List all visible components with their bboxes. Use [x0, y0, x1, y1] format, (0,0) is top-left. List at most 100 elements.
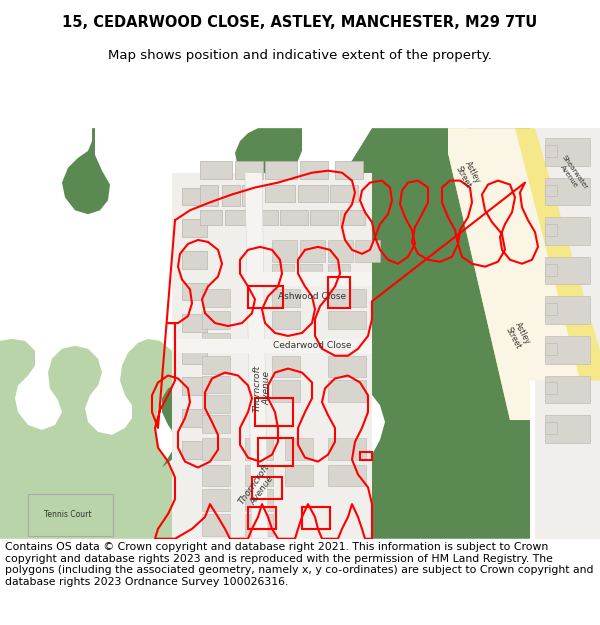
Bar: [235, 161, 263, 179]
Text: Tennis Court: Tennis Court: [44, 509, 92, 519]
Bar: [545, 376, 590, 403]
Bar: [298, 184, 328, 203]
Polygon shape: [245, 173, 268, 539]
Bar: [202, 415, 230, 433]
Bar: [328, 277, 350, 308]
Bar: [202, 289, 230, 308]
Text: Astley
Street: Astley Street: [504, 321, 532, 351]
Bar: [355, 240, 380, 262]
Bar: [328, 264, 350, 272]
Bar: [545, 422, 557, 434]
Bar: [245, 514, 273, 536]
Bar: [200, 161, 232, 179]
Bar: [202, 376, 230, 393]
Polygon shape: [245, 272, 372, 286]
Text: Thorncroft
Avenue: Thorncroft Avenue: [253, 365, 272, 412]
Bar: [182, 188, 207, 206]
Text: Ashwood Close: Ashwood Close: [278, 292, 346, 301]
Bar: [200, 184, 218, 206]
Bar: [202, 311, 230, 329]
Bar: [328, 356, 366, 377]
Text: Shearwater
Avenue: Shearwater Avenue: [555, 154, 589, 195]
Bar: [200, 210, 222, 225]
Polygon shape: [0, 128, 178, 539]
Bar: [300, 264, 322, 272]
Polygon shape: [172, 339, 372, 352]
Bar: [202, 489, 230, 511]
Polygon shape: [448, 128, 580, 420]
Bar: [182, 378, 207, 395]
Bar: [302, 507, 330, 529]
Bar: [300, 240, 325, 262]
Bar: [272, 381, 300, 402]
Bar: [272, 264, 294, 272]
Bar: [285, 438, 313, 459]
Polygon shape: [448, 128, 530, 420]
Bar: [328, 289, 366, 308]
Polygon shape: [172, 173, 372, 539]
Bar: [545, 336, 590, 364]
Text: Astley
Street: Astley Street: [454, 159, 482, 190]
Bar: [242, 184, 260, 206]
Bar: [202, 333, 230, 347]
Bar: [360, 452, 372, 459]
Bar: [182, 219, 207, 237]
Bar: [265, 184, 295, 203]
Bar: [545, 296, 590, 324]
Bar: [248, 286, 283, 308]
Bar: [272, 240, 297, 262]
Text: Cedarwood Close: Cedarwood Close: [273, 341, 351, 351]
Text: Contains OS data © Crown copyright and database right 2021. This information is : Contains OS data © Crown copyright and d…: [5, 542, 593, 587]
Bar: [328, 381, 366, 402]
Bar: [545, 382, 557, 394]
Bar: [545, 343, 557, 355]
Bar: [182, 346, 207, 364]
Bar: [328, 311, 366, 329]
Bar: [328, 240, 353, 262]
Polygon shape: [175, 128, 302, 188]
Bar: [272, 311, 300, 329]
Bar: [545, 415, 590, 442]
Text: Map shows position and indicative extent of the property.: Map shows position and indicative extent…: [108, 49, 492, 62]
Bar: [300, 161, 328, 179]
Polygon shape: [535, 128, 600, 539]
Bar: [272, 289, 300, 308]
Bar: [222, 184, 240, 206]
Bar: [258, 438, 293, 466]
Bar: [182, 251, 207, 269]
Bar: [335, 161, 363, 179]
Bar: [545, 145, 557, 157]
Bar: [248, 507, 276, 529]
Bar: [225, 210, 247, 225]
Bar: [545, 217, 590, 245]
Bar: [310, 210, 338, 225]
Bar: [202, 514, 230, 536]
Bar: [182, 282, 207, 301]
Bar: [182, 314, 207, 332]
Bar: [340, 210, 365, 225]
Bar: [202, 395, 230, 413]
Bar: [182, 409, 207, 427]
Bar: [545, 303, 557, 315]
Bar: [245, 489, 273, 511]
Polygon shape: [62, 128, 110, 214]
Text: 15, CEDARWOOD CLOSE, ASTLEY, MANCHESTER, M29 7TU: 15, CEDARWOOD CLOSE, ASTLEY, MANCHESTER,…: [62, 14, 538, 29]
Bar: [285, 464, 313, 486]
Bar: [202, 464, 230, 486]
Bar: [328, 438, 366, 459]
Bar: [545, 177, 590, 206]
Bar: [545, 184, 557, 196]
Bar: [265, 161, 297, 179]
Bar: [255, 398, 293, 426]
Bar: [545, 138, 590, 166]
Bar: [250, 210, 278, 225]
Polygon shape: [515, 128, 600, 381]
Bar: [545, 264, 557, 276]
Bar: [545, 224, 557, 236]
Polygon shape: [162, 128, 530, 539]
Bar: [245, 464, 273, 486]
Bar: [202, 438, 230, 459]
Bar: [328, 464, 366, 486]
Text: Thorncroft
Avenue: Thorncroft Avenue: [236, 462, 280, 512]
Bar: [245, 438, 273, 459]
